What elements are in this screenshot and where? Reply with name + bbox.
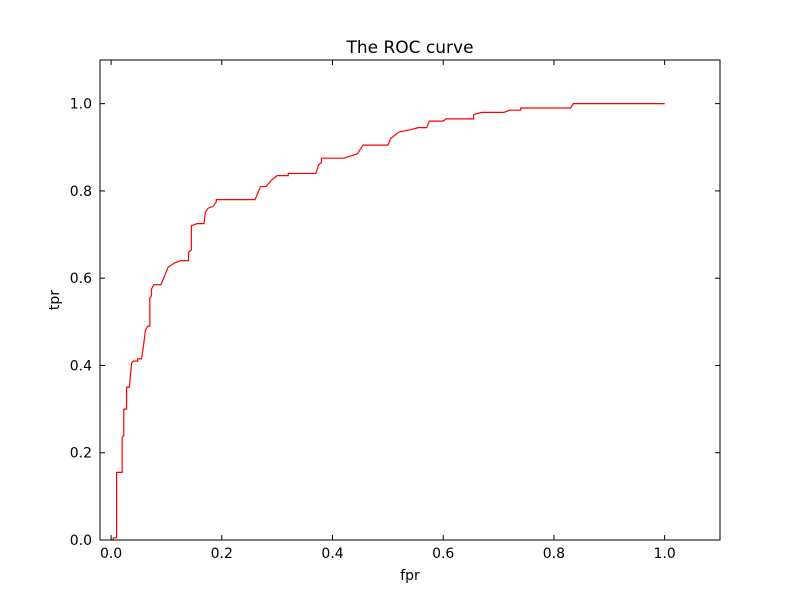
y-axis-label: tpr xyxy=(47,290,63,310)
axes-frame xyxy=(99,59,721,541)
x-tick-label: 0.0 xyxy=(100,546,122,562)
y-tick-label: 0.6 xyxy=(70,271,92,287)
x-tick-label: 1.0 xyxy=(654,546,676,562)
x-tick-label: 0.2 xyxy=(211,546,233,562)
y-tick-label: 0.8 xyxy=(70,184,92,200)
roc-curve-line xyxy=(111,103,665,541)
x-tick-label: 0.6 xyxy=(432,546,454,562)
y-tick-label: 0.4 xyxy=(70,358,92,374)
chart-title: The ROC curve xyxy=(345,38,473,58)
plot-area xyxy=(99,59,721,541)
y-tick-label: 0.2 xyxy=(70,446,92,462)
y-tick-label: 0.0 xyxy=(70,533,92,549)
x-tick-label: 0.4 xyxy=(321,546,343,562)
y-tick-label: 1.0 xyxy=(70,97,92,113)
axis-ticks: 0.0 0.2 0.4 0.6 0.8 1.0 0.0 0.2 0.4 0.6 0.8 1.0 xyxy=(70,60,720,562)
x-tick-label: 0.8 xyxy=(543,546,565,562)
x-axis-label: fpr xyxy=(400,568,420,584)
